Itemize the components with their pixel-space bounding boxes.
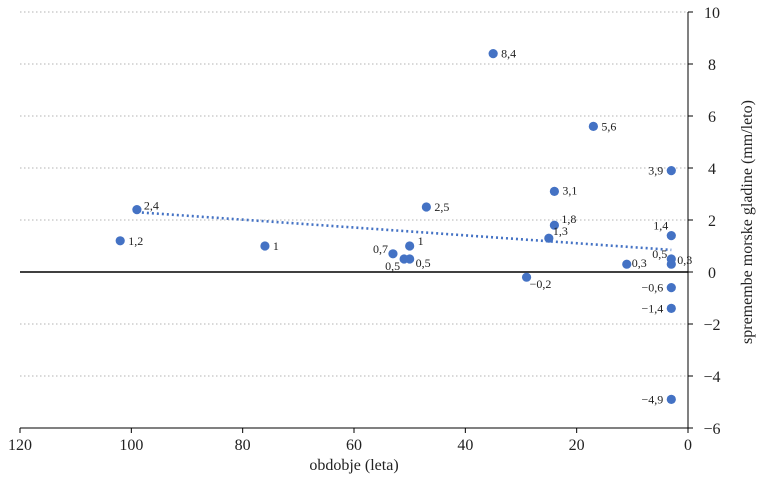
y-tick-label: 4 xyxy=(708,161,716,178)
x-tick-label: 0 xyxy=(684,437,692,454)
x-tick-label: 120 xyxy=(8,437,32,454)
y-ticks: 10 8 6 4 2 0 −2 −4 −6 xyxy=(688,5,721,438)
data-label: −0,2 xyxy=(530,277,552,291)
data-label: 0,3 xyxy=(632,256,647,270)
x-ticks: 120 100 80 60 40 20 0 xyxy=(8,428,692,454)
data-label: 3,1 xyxy=(562,183,577,197)
y-tick-label: −4 xyxy=(703,369,720,386)
data-label: 0,3 xyxy=(677,253,692,267)
y-tick-label: 6 xyxy=(708,109,716,126)
data-point xyxy=(405,254,415,264)
data-point xyxy=(260,241,270,251)
data-label: 1,4 xyxy=(653,219,668,233)
y-tick-label: 2 xyxy=(708,213,716,230)
data-label: 1,8 xyxy=(561,212,576,226)
data-label: 1,3 xyxy=(553,224,568,238)
y-tick-label: 0 xyxy=(708,265,716,282)
data-label: 1 xyxy=(273,239,279,253)
data-point xyxy=(666,303,676,313)
trendline xyxy=(136,210,672,252)
x-tick-label: 100 xyxy=(119,437,143,454)
data-point xyxy=(421,202,431,212)
data-label: 1,2 xyxy=(128,234,143,248)
x-axis-title: obdobje (leta) xyxy=(309,457,398,474)
data-label: 0,5 xyxy=(385,259,400,273)
data-point xyxy=(115,236,125,246)
data-label: 0,5 xyxy=(416,256,431,270)
data-label: 3,9 xyxy=(648,164,663,178)
data-point xyxy=(388,249,398,259)
x-tick-label: 20 xyxy=(569,437,585,454)
y-tick-label: 10 xyxy=(704,5,720,22)
data-label: 2,5 xyxy=(434,200,449,214)
grid xyxy=(20,11,688,377)
x-tick-label: 60 xyxy=(346,437,362,454)
data-points xyxy=(115,49,676,404)
y-tick-label: 8 xyxy=(708,57,716,74)
data-point xyxy=(488,49,498,59)
data-label: −1,4 xyxy=(642,301,664,315)
data-label: −4,9 xyxy=(642,392,664,406)
data-point xyxy=(588,121,598,131)
data-label: 8,4 xyxy=(501,47,516,61)
data-point xyxy=(666,231,676,241)
data-label: 5,6 xyxy=(601,119,616,133)
data-point xyxy=(405,241,415,251)
data-label: 0,5 xyxy=(652,247,667,261)
data-point xyxy=(666,283,676,293)
data-point xyxy=(666,259,676,269)
data-labels: 1,2 2,4 1 0,7 1 0,5 0,5 2,5 8,4 −0,2 1,3 3,1 1,8 5,6 0… xyxy=(128,47,692,407)
x-tick-label: 80 xyxy=(235,437,251,454)
data-point xyxy=(549,220,560,230)
y-tick-label: −6 xyxy=(703,421,720,438)
y-tick-label: −2 xyxy=(703,317,720,334)
data-point xyxy=(622,259,632,269)
data-label: 1 xyxy=(418,234,424,248)
data-label: 2,4 xyxy=(144,199,159,213)
data-point xyxy=(666,166,676,176)
x-tick-label: 40 xyxy=(457,437,473,454)
data-point xyxy=(666,394,676,404)
data-label: −0,6 xyxy=(642,281,664,295)
data-point xyxy=(132,205,142,215)
data-label: 0,7 xyxy=(373,242,388,256)
data-point xyxy=(521,272,532,282)
data-point xyxy=(544,233,554,243)
y-axis-title: spremembe morske gladine (mm/leto) xyxy=(739,100,756,344)
data-point xyxy=(549,186,560,196)
